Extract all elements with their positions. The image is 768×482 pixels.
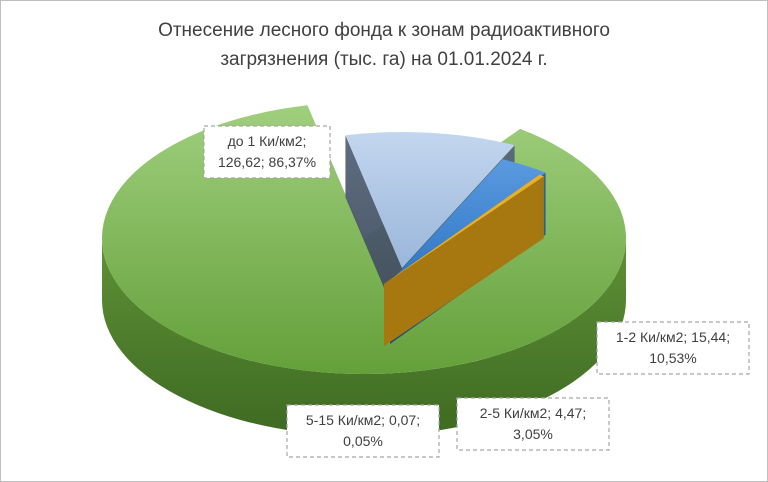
- data-label-text: до 1 Ки/км2;: [228, 133, 307, 149]
- data-label-text: 1-2 Ки/км2; 15,44;: [616, 329, 730, 345]
- pie-slice-side: [102, 238, 626, 436]
- data-label-text: 5-15 Ки/км2; 0,07;: [306, 412, 420, 428]
- pie-slice-top: [390, 159, 546, 282]
- data-label-4: 5-15 Ки/км2; 0,07; 0,05%: [286, 404, 440, 458]
- chart-title-line-2: загрязнения (тыс. га) на 01.01.2024 г.: [220, 49, 548, 70]
- chart-title: Отнесение лесного фонда к зонам радиоакт…: [0, 16, 768, 74]
- data-label-box: [596, 321, 750, 375]
- pie-slice-top: [345, 132, 515, 268]
- data-label-box: [203, 125, 331, 179]
- data-label-text: 2-5 Ки/км2; 4,47;: [480, 405, 586, 421]
- data-label-1: до 1 Ки/км2; 126,62; 86,37%: [203, 125, 331, 179]
- data-label-box: [286, 404, 440, 458]
- data-label-text: 3,05%: [513, 426, 553, 442]
- chart-title-line-1: Отнесение лесного фонда к зонам радиоакт…: [158, 20, 610, 41]
- data-label-3: 2-5 Ки/км2; 4,47; 3,05%: [456, 397, 610, 451]
- data-label-text: 0,05%: [343, 433, 383, 449]
- pie-slice-top: [384, 174, 544, 284]
- pie-slice-wall: [384, 176, 544, 346]
- data-label-box: [456, 397, 610, 451]
- pie-slice-4: [384, 174, 544, 346]
- data-label-text: 126,62; 86,37%: [218, 154, 316, 170]
- data-label-2: 1-2 Ки/км2; 15,44; 10,53%: [596, 321, 750, 375]
- data-label-text: 10,53%: [649, 350, 696, 366]
